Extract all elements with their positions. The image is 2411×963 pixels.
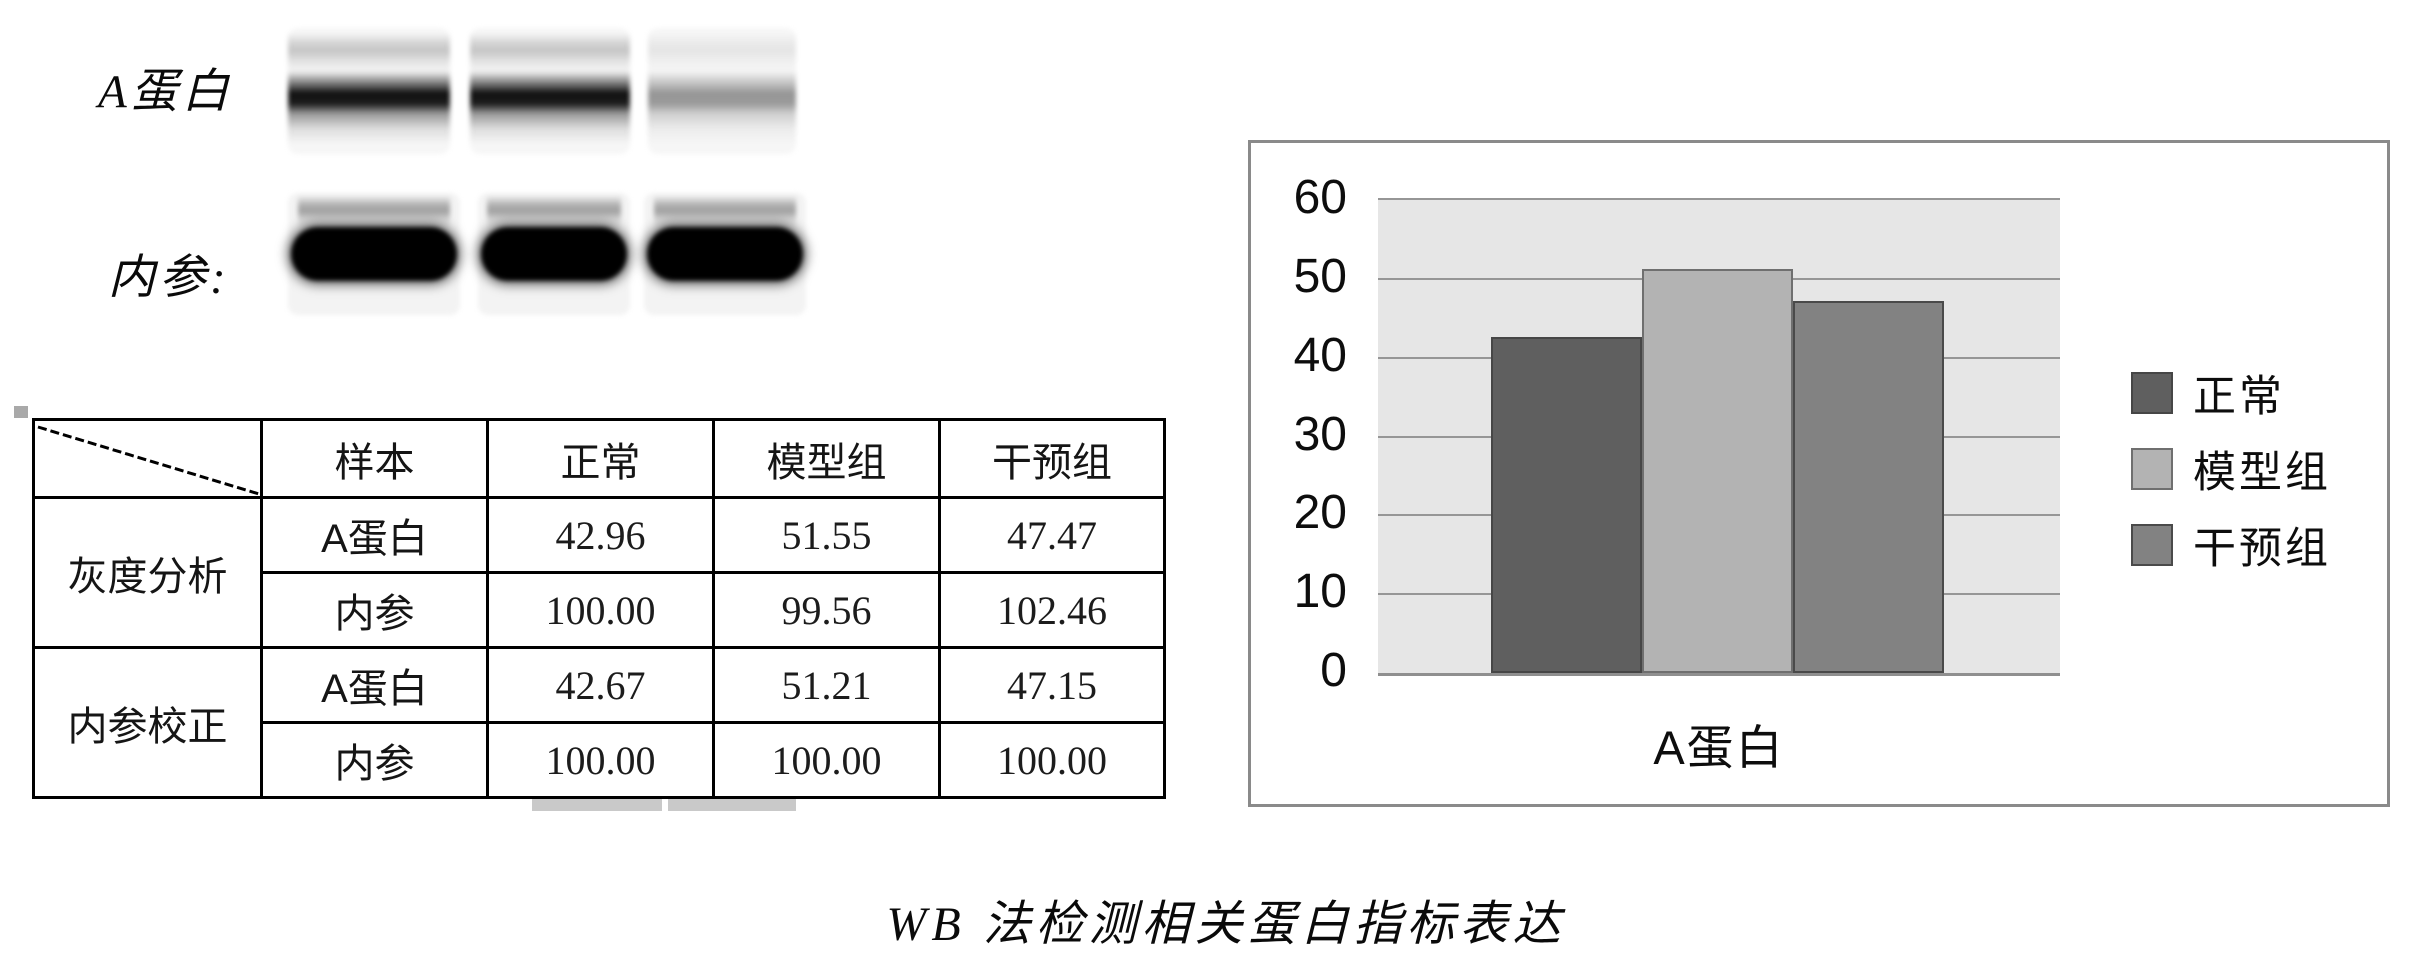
wb-reference-label: 内参: [108, 252, 230, 304]
table-header-row: 样本 正常 模型组 干预组 [32, 418, 1166, 499]
diagonal-line [37, 425, 259, 495]
group-label-reference-corrected: 内参校正 [32, 646, 263, 799]
value-cell: 102.46 [938, 571, 1166, 649]
y-axis-tick-label: 50 [1293, 249, 1347, 303]
header-model-group: 模型组 [712, 418, 941, 499]
wb-band-core [291, 227, 457, 281]
header-normal: 正常 [486, 418, 715, 499]
legend-label: 正常 [2193, 373, 2285, 421]
bar-series-2 [1793, 301, 1944, 673]
sample-cell: 内参 [260, 571, 489, 649]
value-cell: 100.00 [712, 721, 941, 799]
sample-cell: A蛋白 [260, 496, 489, 574]
legend-swatch-intervention-group [2131, 524, 2173, 566]
y-axis-tick-label: 0 [1320, 644, 1347, 697]
wb-band-core [288, 28, 450, 154]
table-anchor-mark [14, 406, 28, 418]
value-cell: 47.47 [938, 496, 1166, 574]
table-corner-cell [32, 418, 263, 499]
chart-legend: 正常 模型组 干预组 [2131, 143, 2381, 804]
value-cell: 100.00 [938, 721, 1166, 799]
value-cell: 51.21 [712, 646, 941, 724]
table-row: 内参 100.00 100.00 100.00 [34, 721, 1166, 799]
wb-band-core [481, 227, 627, 281]
sample-cell: 内参 [260, 721, 489, 799]
wb-band-protein-lane-2 [470, 28, 630, 154]
wb-protein-label: A蛋白 [98, 66, 233, 118]
y-axis-tick-label: 10 [1293, 565, 1347, 619]
wb-band-core [470, 28, 630, 154]
y-axis-tick-label: 30 [1293, 407, 1347, 461]
wb-band-shadow [648, 28, 796, 154]
chart-plot [1378, 198, 2060, 676]
wb-band-core [648, 28, 796, 154]
legend-label: 模型组 [2193, 449, 2331, 497]
x-axis-category-label: A蛋白 [1653, 721, 1785, 774]
legend-swatch-model-group [2131, 448, 2173, 490]
table-row: 灰度分析 A蛋白 42.96 51.55 47.47 [32, 496, 1166, 649]
bar-chart: 0 10 20 30 40 50 60 A蛋白 正常 模型组 干预组 [1248, 140, 2390, 807]
table-row: 内参 100.00 99.56 102.46 [34, 571, 1166, 649]
wb-band-protein-lane-3 [648, 28, 796, 154]
wb-band-reference-lane-1 [288, 193, 460, 315]
value-cell: 42.96 [486, 496, 715, 574]
grayscale-analysis-table: 样本 正常 模型组 干预组 灰度分析 A蛋白 42.96 51.55 47.47… [32, 418, 1166, 799]
group-label-grayscale: 灰度分析 [32, 496, 263, 649]
wb-band-reference-lane-2 [478, 193, 630, 315]
value-cell: 100.00 [486, 721, 715, 799]
wb-band-protein-lane-1 [288, 28, 450, 154]
header-intervention-group: 干预组 [938, 418, 1166, 499]
wb-band-core [647, 227, 803, 281]
legend-swatch-normal [2131, 372, 2173, 414]
bar-series-0 [1491, 336, 1642, 673]
value-cell: 51.55 [712, 496, 941, 574]
figure-caption: WB 法检测相关蛋白指标表达 [886, 898, 1566, 951]
value-cell: 42.67 [486, 646, 715, 724]
y-axis-tick-label: 60 [1293, 171, 1347, 224]
sample-cell: A蛋白 [260, 646, 489, 724]
legend-item-model-group: 模型组 [2131, 447, 2331, 497]
bar-series-1 [1642, 269, 1793, 673]
wb-band-reference-lane-3 [644, 193, 806, 315]
table-edge-artifact [532, 799, 662, 811]
y-axis-tick-label: 20 [1293, 486, 1347, 540]
table-row: 内参校正 A蛋白 42.67 51.21 47.15 [32, 646, 1166, 799]
header-sample: 样本 [260, 418, 489, 499]
legend-item-intervention-group: 干预组 [2131, 523, 2331, 573]
table-edge-artifact [668, 799, 796, 811]
legend-item-normal: 正常 [2131, 371, 2285, 421]
value-cell: 99.56 [712, 571, 941, 649]
legend-label: 干预组 [2193, 525, 2331, 573]
y-axis: 0 10 20 30 40 50 60 [1251, 143, 1347, 804]
value-cell: 47.15 [938, 646, 1166, 724]
value-cell: 100.00 [486, 571, 715, 649]
y-axis-tick-label: 40 [1293, 328, 1347, 382]
